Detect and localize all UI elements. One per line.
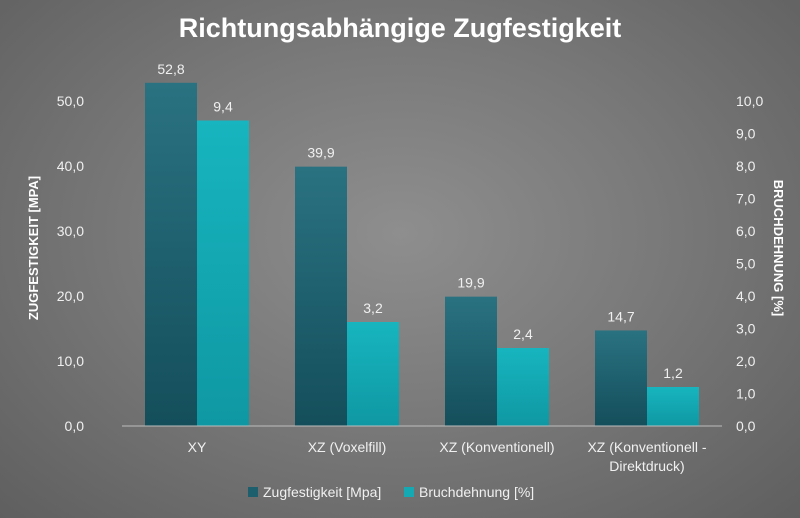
y-left-tick-label: 40,0 [57, 158, 84, 174]
y-right-tick-label: 10,0 [736, 93, 763, 109]
legend-swatch-bruchdehnung [404, 487, 414, 497]
bar-zugfestigkeit [595, 330, 647, 426]
y-right-tick-label: 2,0 [736, 353, 756, 369]
data-labels: 52,8 9,4 39,9 3,2 19,9 2,4 14,7 1,2 [157, 61, 683, 381]
y-left-tick-label: 30,0 [57, 223, 84, 239]
y-right-tick-label: 8,0 [736, 158, 756, 174]
bar-zugfestigkeit [145, 82, 197, 427]
y-right-ticks: 0,0 1,0 2,0 3,0 4,0 5,0 6,0 7,0 8,0 9,0 10,0 [736, 93, 763, 434]
legend-label: Zugfestigkeit [Mpa] [263, 484, 381, 500]
y-right-tick-label: 1,0 [736, 386, 756, 402]
bar-bruchdehnung [197, 120, 249, 426]
y-right-tick-label: 4,0 [736, 288, 756, 304]
bar-bruchdehnung [497, 348, 549, 426]
category-labels: XY XZ (Voxelfill) XZ (Konventionell) XZ (Ko… [188, 439, 707, 474]
legend-swatch-zugfestigkeit [248, 487, 258, 497]
legend: Zugfestigkeit [Mpa] Bruchdehnung [%] [248, 484, 534, 500]
y-left-tick-label: 0,0 [65, 418, 85, 434]
data-label: 39,9 [307, 145, 334, 161]
category-label: XZ (Konventionell - [587, 439, 706, 455]
bars [145, 82, 699, 427]
category-label: Direktdruck) [609, 458, 684, 474]
y-right-tick-label: 0,0 [736, 418, 756, 434]
bar-bruchdehnung [347, 322, 399, 426]
data-label: 3,2 [363, 300, 383, 316]
data-label: 52,8 [157, 61, 184, 77]
data-label: 2,4 [513, 326, 533, 342]
category-label: XZ (Voxelfill) [308, 439, 387, 455]
y-left-ticks: 0,0 10,0 20,0 30,0 40,0 50,0 [57, 93, 84, 434]
data-label: 19,9 [457, 275, 484, 291]
legend-label: Bruchdehnung [%] [419, 484, 534, 500]
y-left-tick-label: 20,0 [57, 288, 84, 304]
category-label: XY [188, 439, 207, 455]
chart-title: Richtungsabhängige Zugfestigkeit [179, 13, 622, 43]
y-right-axis-label: BRUCHDEHNUNG [%] [771, 180, 786, 317]
bar-bruchdehnung [647, 387, 699, 426]
bar-zugfestigkeit [295, 166, 347, 426]
y-right-tick-label: 5,0 [736, 256, 756, 272]
y-right-tick-label: 3,0 [736, 321, 756, 337]
data-label: 1,2 [663, 365, 683, 381]
y-left-axis-label: ZUGFESTIGKEIT [MPA] [26, 176, 41, 320]
category-label: XZ (Konventionell) [439, 439, 554, 455]
y-left-tick-label: 50,0 [57, 93, 84, 109]
y-right-tick-label: 6,0 [736, 223, 756, 239]
y-left-tick-label: 10,0 [57, 353, 84, 369]
data-label: 9,4 [213, 99, 233, 115]
y-right-tick-label: 7,0 [736, 191, 756, 207]
data-label: 14,7 [607, 308, 634, 324]
bar-zugfestigkeit [445, 296, 497, 426]
y-right-tick-label: 9,0 [736, 126, 756, 142]
